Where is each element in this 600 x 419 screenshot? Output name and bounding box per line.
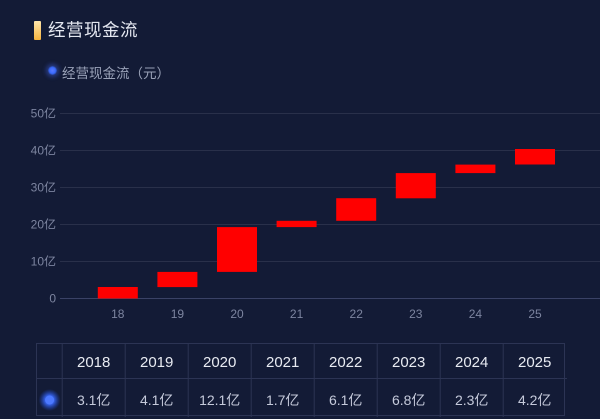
svg-text:25: 25 [528, 307, 542, 321]
svg-text:20: 20 [230, 307, 244, 321]
svg-text:23: 23 [409, 307, 423, 321]
svg-text:2019: 2019 [140, 354, 173, 371]
svg-text:2018: 2018 [77, 354, 110, 371]
svg-text:2024: 2024 [455, 354, 488, 371]
svg-text:2021: 2021 [266, 354, 299, 371]
svg-text:4.2亿: 4.2亿 [518, 392, 551, 408]
svg-text:2022: 2022 [329, 354, 362, 371]
svg-text:6.8亿: 6.8亿 [392, 392, 425, 408]
svg-text:2020: 2020 [203, 354, 236, 371]
svg-text:19: 19 [171, 307, 185, 321]
svg-text:4.1亿: 4.1亿 [140, 392, 173, 408]
svg-text:2023: 2023 [392, 354, 425, 371]
svg-text:0: 0 [49, 292, 56, 306]
svg-text:30亿: 30亿 [31, 180, 56, 195]
svg-text:22: 22 [350, 307, 364, 321]
svg-text:50亿: 50亿 [31, 106, 56, 121]
svg-text:40亿: 40亿 [31, 143, 56, 158]
svg-text:12.1亿: 12.1亿 [199, 392, 240, 408]
svg-text:2.3亿: 2.3亿 [455, 392, 488, 408]
svg-text:20亿: 20亿 [31, 217, 56, 232]
svg-text:1.7亿: 1.7亿 [266, 392, 299, 408]
svg-text:2025: 2025 [518, 354, 551, 371]
svg-text:21: 21 [290, 307, 304, 321]
svg-text:6.1亿: 6.1亿 [329, 392, 362, 408]
svg-text:10亿: 10亿 [31, 254, 56, 269]
svg-text:18: 18 [111, 307, 125, 321]
svg-text:24: 24 [469, 307, 483, 321]
svg-text:3.1亿: 3.1亿 [77, 392, 110, 408]
